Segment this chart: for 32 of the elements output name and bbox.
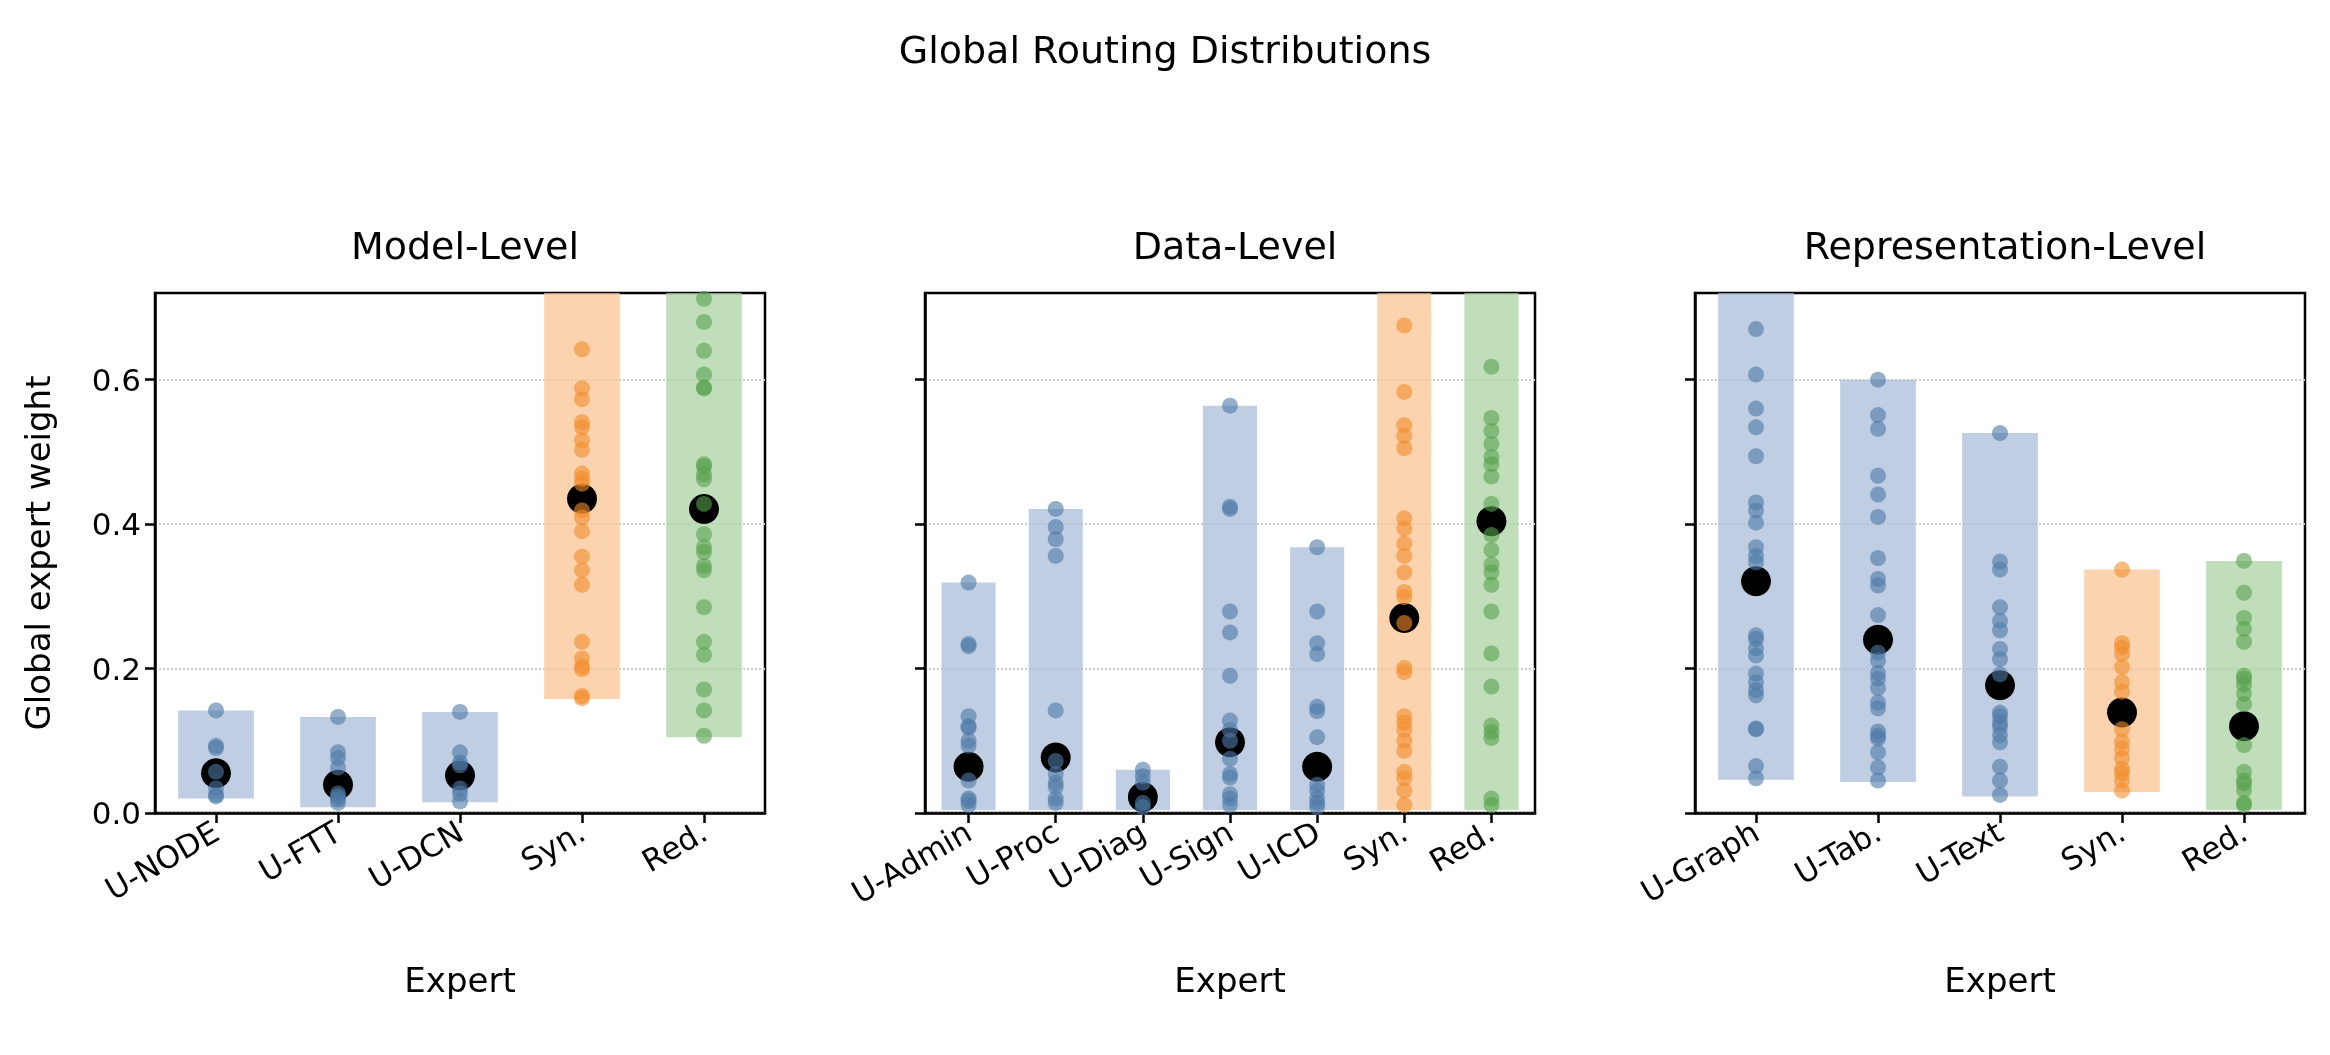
bar [2084, 569, 2160, 793]
y-tick-label: 0.6 [91, 361, 141, 398]
x-tick-label: Syn. [514, 813, 591, 879]
bar [1290, 547, 1345, 811]
bar [2206, 560, 2282, 811]
bar [1718, 293, 1794, 780]
bar [300, 716, 376, 808]
y-tick-label: 0.2 [91, 650, 141, 687]
chart-title: Representation-Level [1803, 224, 2207, 268]
y-axis-title: Global expert weight [18, 375, 58, 731]
bar [666, 293, 742, 738]
bar [544, 293, 620, 699]
x-axis-title: Expert [1174, 960, 1286, 1000]
bar [1028, 508, 1083, 811]
bar [1464, 293, 1519, 811]
x-tick-label: Red. [2175, 813, 2253, 879]
x-axis-title: Expert [1944, 960, 2056, 1000]
x-tick-label: Syn. [1336, 813, 1414, 879]
x-tick-label: Red. [635, 813, 713, 879]
y-tick-label: 0.4 [91, 506, 141, 543]
x-tick-label: U-Tab. [1788, 813, 1887, 892]
text: Global Routing Distributions [897, 28, 1433, 72]
bar [1202, 405, 1258, 811]
bar [941, 582, 996, 811]
chart-title: Data-Level [1132, 224, 1338, 268]
x-tick-label: Syn. [2054, 813, 2131, 879]
bar [1377, 293, 1432, 811]
bar [1962, 433, 2038, 797]
chart-title: Model-Level [350, 224, 580, 268]
x-tick-label: Red. [1422, 813, 1501, 879]
x-axis-title: Expert [404, 960, 516, 1000]
bar [1840, 379, 1916, 782]
